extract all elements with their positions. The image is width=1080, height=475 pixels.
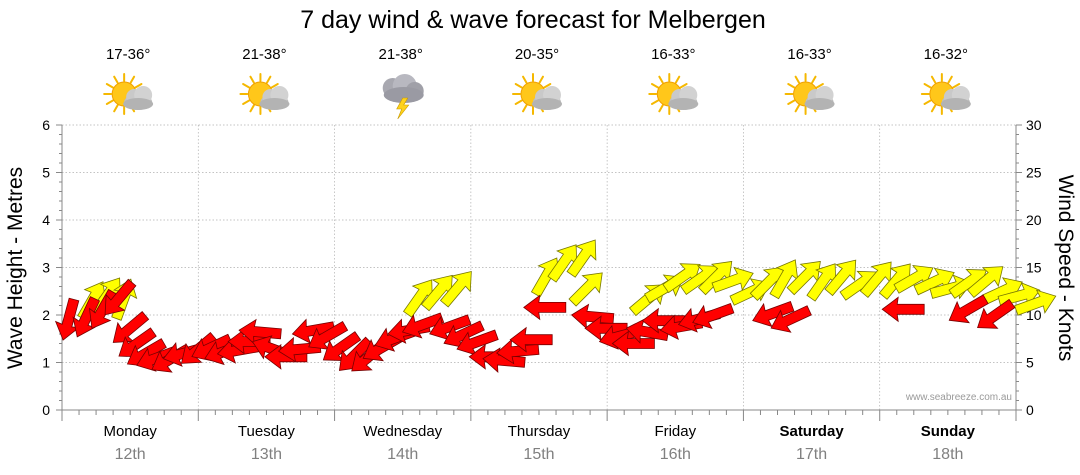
left-axis-ticks: 0 1 2 3 4 5 6 — [42, 117, 62, 418]
wind-gust-arrow — [824, 259, 857, 297]
date-label: 16th — [660, 446, 691, 463]
wind-speed-arrow — [104, 278, 137, 316]
right-tick-label: 20 — [1026, 212, 1042, 228]
weather-forecast-row: 17-36° 21-38° 21-38° 20-35° 16-33° 16-33° 16-3… — [103, 46, 971, 120]
date-label: 17th — [796, 446, 827, 463]
day-label: Saturday — [779, 423, 844, 440]
right-axis-title: Wind Speed - Knots — [1054, 175, 1077, 362]
wind-arrows — [54, 239, 1057, 373]
left-tick-label: 3 — [42, 260, 50, 276]
temp-range: 21-38° — [242, 46, 286, 63]
wind-speed-arrow — [881, 296, 925, 323]
wind-gust-series — [77, 239, 1057, 322]
right-tick-label: 30 — [1026, 117, 1042, 133]
wind-gust-arrow — [1014, 289, 1057, 316]
wind-speed-arrow — [509, 326, 553, 353]
wind-speed-arrow — [401, 312, 445, 339]
wind-speed-arrow — [523, 294, 567, 321]
left-axis-title: Wave Height - Metres — [4, 167, 27, 369]
left-tick-label: 4 — [42, 212, 50, 228]
day-label: Tuesday — [238, 423, 295, 440]
right-tick-label: 15 — [1026, 260, 1042, 276]
date-label: 13th — [251, 446, 282, 463]
wind-speed-series — [54, 278, 1016, 373]
wind-speed-arrow — [692, 302, 735, 329]
day-label: Wednesday — [363, 423, 442, 440]
right-tick-label: 5 — [1026, 355, 1034, 371]
wind-gust-arrow — [711, 266, 754, 293]
temp-range: 20-35° — [515, 46, 559, 63]
watermark: www.seabreeze.com.au — [905, 392, 1012, 403]
date-label: 14th — [387, 446, 418, 463]
sun-cloud-icon — [784, 73, 835, 115]
wind-speed-arrow — [977, 298, 1016, 329]
left-tick-label: 0 — [42, 402, 50, 418]
wind-gust-arrow — [566, 239, 597, 278]
wind-speed-arrow — [948, 294, 989, 324]
wind-gust-arrow — [439, 271, 472, 308]
left-tick-label: 2 — [42, 307, 50, 323]
sun-cloud-icon — [512, 73, 562, 115]
x-axis-day-labels: Monday 12th Tuesday 13th Wednesday 14th Thursd… — [103, 423, 975, 463]
temp-range: 16-33° — [651, 46, 695, 63]
left-tick-label: 5 — [42, 165, 50, 181]
right-tick-label: 25 — [1026, 165, 1042, 181]
temp-range: 17-36° — [106, 46, 150, 63]
wind-speed-arrow — [752, 301, 795, 328]
wind-speed-arrow — [264, 343, 308, 370]
storm-cloud-icon — [382, 74, 424, 120]
wind-gust-arrow — [966, 266, 1004, 299]
right-tick-label: 0 — [1026, 402, 1034, 418]
date-label: 12th — [115, 446, 146, 463]
day-label: Thursday — [508, 423, 571, 440]
sun-cloud-icon — [920, 73, 971, 115]
left-tick-label: 6 — [42, 117, 50, 133]
temp-range: 16-33° — [787, 46, 831, 63]
wind-speed-arrow — [611, 330, 655, 357]
temp-range: 16-32° — [924, 46, 968, 63]
sun-cloud-icon — [648, 73, 699, 115]
wind-gust-arrow — [786, 260, 821, 296]
sun-cloud-icon — [239, 73, 290, 115]
day-label: Sunday — [921, 423, 976, 440]
left-tick-label: 1 — [42, 355, 50, 371]
day-label: Monday — [103, 423, 157, 440]
day-label: Friday — [654, 423, 696, 440]
wind-speed-arrow — [770, 305, 812, 333]
wind-gust-arrow — [568, 272, 603, 307]
date-label: 15th — [523, 446, 554, 463]
date-label: 18th — [932, 446, 963, 463]
sun-cloud-icon — [103, 73, 154, 115]
chart-grid — [61, 124, 1017, 421]
wind-speed-arrow — [482, 347, 526, 373]
chart-title: 7 day wind & wave forecast for Melbergen — [300, 6, 766, 34]
temp-range: 21-38° — [379, 46, 423, 63]
